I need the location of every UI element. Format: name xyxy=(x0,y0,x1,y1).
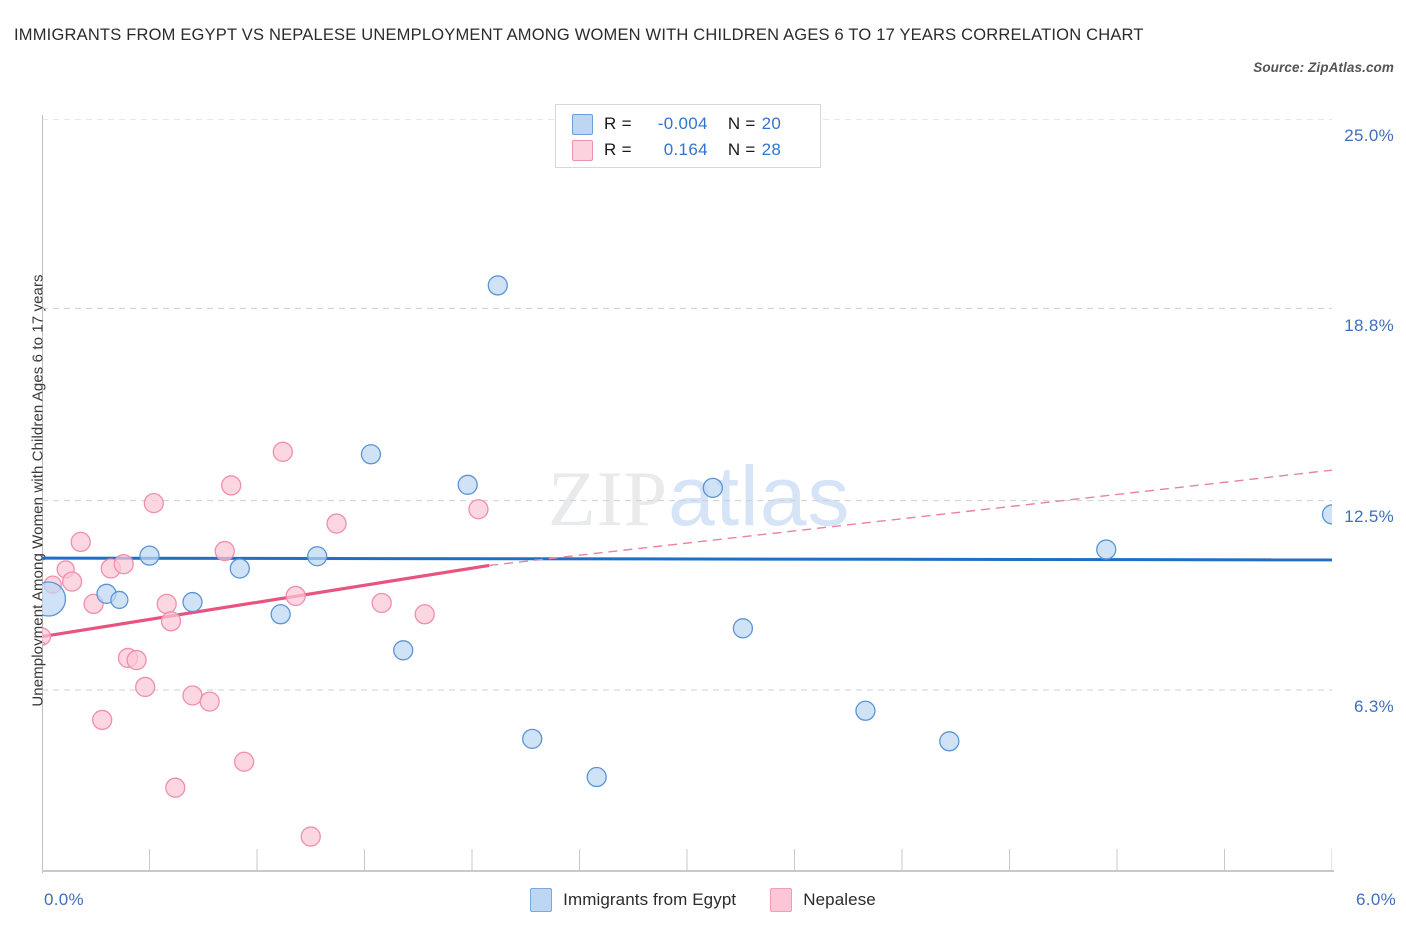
chart-header: IMMIGRANTS FROM EGYPT VS NEPALESE UNEMPL… xyxy=(0,0,1406,95)
n-value-egypt: 20 xyxy=(761,114,782,133)
legend-swatch-egypt-icon xyxy=(530,888,553,912)
data-point-nepalese[interactable] xyxy=(221,475,242,496)
gridlines-group xyxy=(42,119,1332,691)
n-label-egypt: N = xyxy=(727,114,756,133)
data-point-nepalese[interactable] xyxy=(272,441,293,462)
data-point-egypt[interactable] xyxy=(229,558,250,579)
legend-item-nepalese[interactable]: Nepalese xyxy=(770,888,876,912)
data-point-egypt[interactable] xyxy=(1096,539,1117,560)
y-tick-label-6-3: 6.3% xyxy=(1354,697,1394,716)
legend-swatch-nepalese-icon xyxy=(770,888,793,912)
data-point-egypt[interactable] xyxy=(586,766,607,788)
r-label-egypt: R = xyxy=(604,114,632,133)
legend-label-egypt: Immigrants from Egypt xyxy=(563,890,737,909)
source-label: Source: ZipAtlas.com xyxy=(1253,60,1394,75)
r-value-egypt: -0.004 xyxy=(657,114,708,133)
swatch-nepalese-icon xyxy=(572,139,593,161)
data-point-nepalese[interactable] xyxy=(165,777,186,798)
n-label-nepalese: N = xyxy=(727,140,756,159)
data-point-egypt[interactable] xyxy=(42,581,67,617)
data-point-nepalese[interactable] xyxy=(143,492,164,514)
data-point-nepalese[interactable] xyxy=(300,826,321,847)
data-point-egypt[interactable] xyxy=(855,700,876,721)
egypt-points-group xyxy=(42,275,1333,788)
page-title: IMMIGRANTS FROM EGYPT VS NEPALESE UNEMPL… xyxy=(14,26,1144,44)
data-point-nepalese[interactable] xyxy=(61,571,83,592)
data-point-nepalese[interactable] xyxy=(160,611,182,632)
data-point-nepalese[interactable] xyxy=(42,627,52,646)
y-tick-label-18-8: 18.8% xyxy=(1344,316,1394,335)
legend-label-nepalese: Nepalese xyxy=(803,890,876,909)
data-point-egypt[interactable] xyxy=(307,546,328,567)
trendline-nepalese-solid xyxy=(42,563,490,639)
data-point-egypt[interactable] xyxy=(522,728,543,750)
trendlines-group xyxy=(42,469,1332,639)
data-point-nepalese[interactable] xyxy=(233,751,255,772)
y-tick-label-25: 25.0% xyxy=(1344,126,1394,145)
r-value-nepalese: 0.164 xyxy=(663,140,708,159)
data-point-egypt[interactable] xyxy=(732,618,754,639)
data-point-egypt[interactable] xyxy=(487,275,508,296)
series-legend: Immigrants from Egypt Nepalese xyxy=(0,888,1406,912)
x-axis-line xyxy=(42,870,1334,872)
y-tick-label-12-5: 12.5% xyxy=(1344,507,1394,526)
data-point-nepalese[interactable] xyxy=(199,691,220,712)
data-point-egypt[interactable] xyxy=(702,477,723,499)
trendline-egypt xyxy=(42,556,1332,562)
correlation-row-nepalese: R = 0.164 N = 28 xyxy=(572,137,810,163)
data-point-nepalese[interactable] xyxy=(126,649,147,671)
data-point-nepalese[interactable] xyxy=(371,592,392,614)
data-point-nepalese[interactable] xyxy=(326,513,347,534)
data-point-egypt[interactable] xyxy=(457,474,478,495)
swatch-egypt-icon xyxy=(572,113,593,135)
data-point-egypt[interactable] xyxy=(270,604,291,625)
data-point-egypt[interactable] xyxy=(139,545,160,566)
data-point-nepalese[interactable] xyxy=(414,604,435,625)
r-label-nepalese: R = xyxy=(604,140,632,159)
x-tick-label-min: 0.0% xyxy=(44,890,84,909)
data-point-nepalese[interactable] xyxy=(182,685,203,706)
n-value-nepalese: 28 xyxy=(761,140,782,159)
x-axis-ticks-group xyxy=(42,849,1332,870)
data-point-egypt[interactable] xyxy=(1321,504,1333,525)
data-point-egypt[interactable] xyxy=(110,590,129,610)
data-point-egypt[interactable] xyxy=(939,731,960,752)
data-point-nepalese[interactable] xyxy=(468,499,489,520)
nepalese-points-group xyxy=(42,441,489,847)
data-point-nepalese[interactable] xyxy=(156,593,177,615)
scatter-plot-area xyxy=(42,119,1332,871)
correlation-legend-box: R = -0.004 N = 20 R = 0.164 N = 28 xyxy=(555,104,821,168)
legend-item-egypt[interactable]: Immigrants from Egypt xyxy=(530,888,736,912)
data-point-nepalese[interactable] xyxy=(92,709,113,731)
x-tick-label-max: 6.0% xyxy=(1356,890,1396,909)
data-point-nepalese[interactable] xyxy=(285,585,306,607)
data-point-nepalese[interactable] xyxy=(135,676,156,698)
plot-svg xyxy=(42,119,1333,870)
data-point-nepalese[interactable] xyxy=(214,540,235,562)
data-point-nepalese[interactable] xyxy=(113,554,134,575)
data-point-egypt[interactable] xyxy=(182,591,203,613)
data-point-nepalese[interactable] xyxy=(70,531,91,553)
data-point-egypt[interactable] xyxy=(360,444,382,465)
correlation-row-egypt: R = -0.004 N = 20 xyxy=(572,111,810,137)
trendline-nepalese-dashed xyxy=(489,469,1332,567)
y-axis-line xyxy=(42,115,43,873)
data-point-egypt[interactable] xyxy=(393,640,414,661)
